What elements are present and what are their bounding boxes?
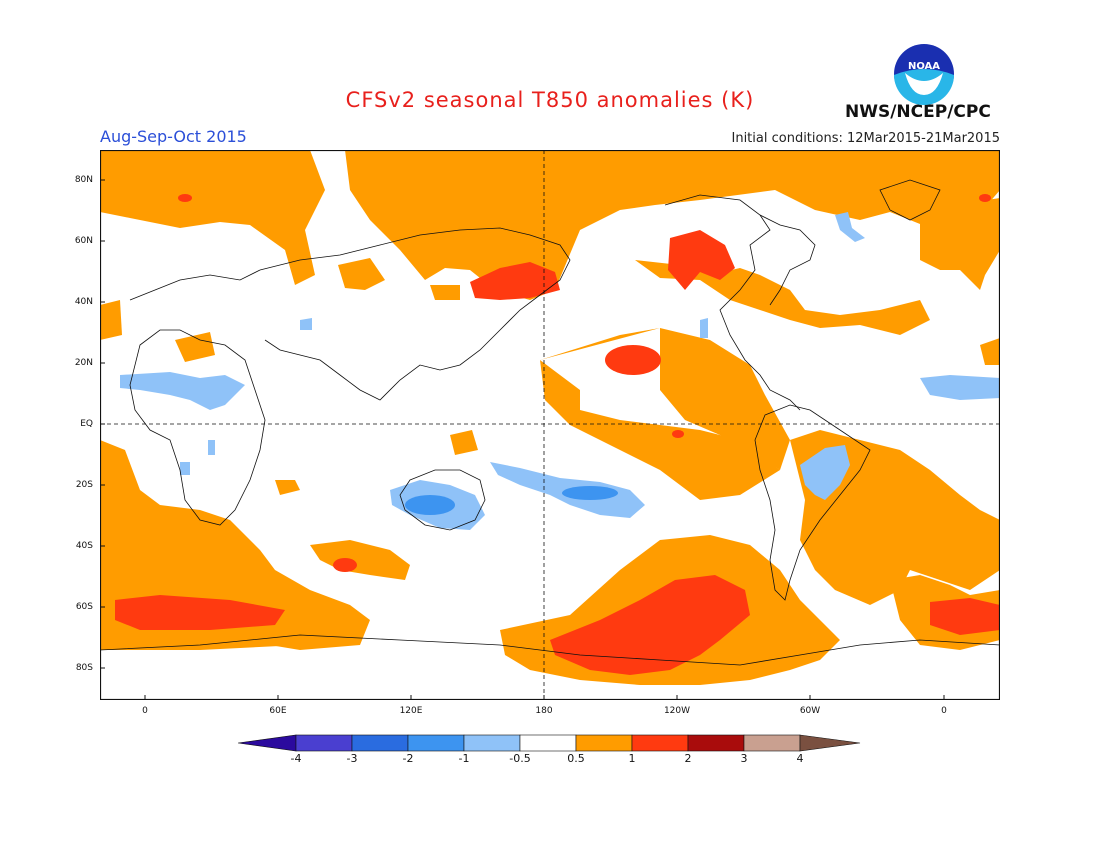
colorbar-arrow-right bbox=[799, 734, 861, 752]
colorbar-label: -4 bbox=[290, 752, 302, 765]
anomaly-map bbox=[100, 150, 1000, 700]
agency-name: NWS/NCEP/CPC bbox=[845, 102, 991, 122]
colorbar-label: 3 bbox=[740, 752, 748, 765]
lon-label: 120E bbox=[399, 706, 423, 716]
lon-label: 0 bbox=[941, 706, 947, 716]
lat-label: 80S bbox=[75, 663, 93, 673]
lat-label: 40N bbox=[74, 297, 93, 307]
colorbar bbox=[238, 734, 861, 752]
map-title: CFSv2 seasonal T850 anomalies (K) bbox=[345, 88, 755, 112]
colorbar-label: 4 bbox=[796, 752, 804, 765]
coastlines bbox=[100, 179, 1000, 666]
map-border bbox=[100, 150, 1000, 700]
noaa-logo-icon: NOAA bbox=[894, 44, 954, 105]
lat-label: 60N bbox=[74, 236, 93, 246]
colorbar-label: -0.5 bbox=[509, 752, 531, 765]
lon-label: 60W bbox=[799, 706, 821, 716]
lat-label: 20S bbox=[75, 480, 93, 490]
colorbar-label: 1 bbox=[628, 752, 636, 765]
strong-warm-regions bbox=[115, 194, 1000, 675]
lon-label: 60E bbox=[269, 706, 287, 716]
forecast-period: Aug-Sep-Oct 2015 bbox=[100, 127, 247, 146]
lon-label: 0 bbox=[142, 706, 148, 716]
lat-label: 40S bbox=[75, 541, 93, 551]
initial-conditions: Initial conditions: 12Mar2015-21Mar2015 bbox=[731, 131, 1001, 146]
lat-label: 20N bbox=[74, 358, 93, 368]
lon-label: 120W bbox=[663, 706, 691, 716]
colorbar-label: 2 bbox=[684, 752, 692, 765]
lat-label: 60S bbox=[75, 602, 93, 612]
lon-label: 180 bbox=[535, 706, 553, 716]
colorbar-label: 0.5 bbox=[567, 752, 585, 765]
logo-text: NOAA bbox=[908, 61, 940, 72]
strong-cool-regions bbox=[405, 486, 618, 515]
colorbar-label: -2 bbox=[402, 752, 414, 765]
colorbar-label: -1 bbox=[458, 752, 470, 765]
colorbar-arrow-left bbox=[238, 734, 297, 752]
lat-label: 80N bbox=[74, 175, 93, 185]
colorbar-label: -3 bbox=[346, 752, 358, 765]
lat-label: EQ bbox=[80, 419, 93, 429]
